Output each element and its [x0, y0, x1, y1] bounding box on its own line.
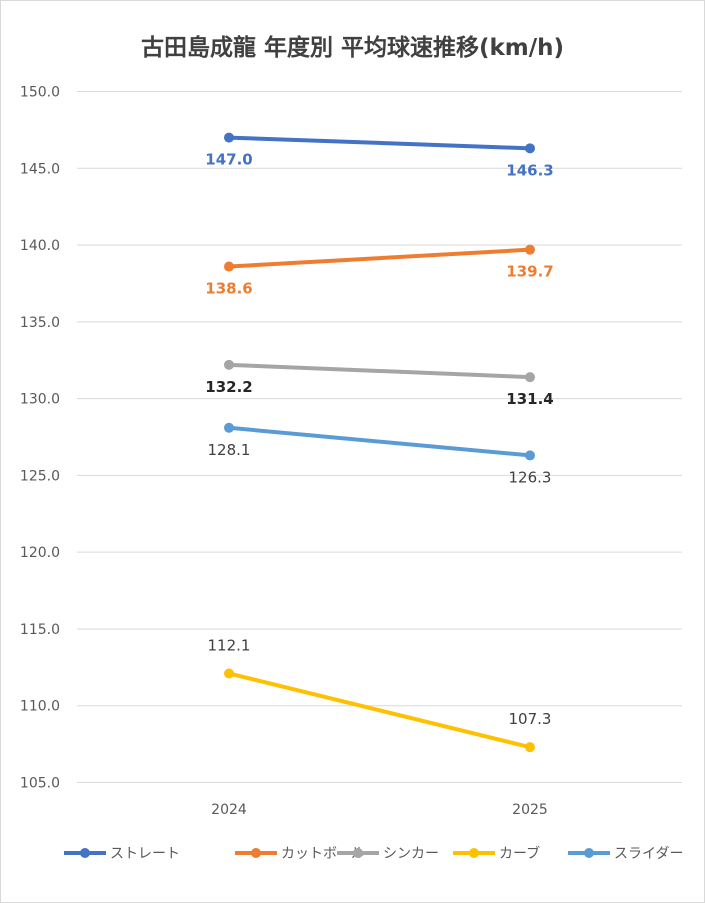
y-tick-label: 140.0 — [20, 238, 60, 254]
y-tick-label: 125.0 — [20, 468, 60, 484]
data-point — [224, 423, 234, 433]
y-axis: 150.0 145.0 140.0 135.0 130.0 125.0 120.0 115.0… — [20, 85, 60, 792]
data-point — [224, 360, 234, 370]
legend-swatch-marker — [251, 848, 261, 858]
line-chart: 150.0 145.0 140.0 135.0 130.0 125.0 120.0 115.0… — [0, 0, 705, 903]
y-tick-label: 145.0 — [20, 161, 60, 177]
data-label: 147.0 — [205, 151, 252, 169]
y-tick-label: 105.0 — [20, 776, 60, 792]
data-point — [224, 133, 234, 143]
x-tick-label: 2024 — [211, 802, 247, 818]
series-group — [224, 133, 535, 753]
data-label: 146.3 — [506, 161, 553, 179]
data-point — [525, 450, 535, 460]
data-point — [525, 742, 535, 752]
data-label: 138.6 — [205, 280, 252, 298]
data-point — [525, 372, 535, 382]
y-tick-label: 130.0 — [20, 392, 60, 408]
legend-swatch-marker — [80, 848, 90, 858]
legend-label: カーブ — [499, 845, 540, 862]
data-label: 128.1 — [208, 441, 251, 459]
series-line — [229, 138, 530, 149]
series-line — [229, 673, 530, 747]
series-line — [229, 428, 530, 456]
legend-label: シンカー — [383, 846, 439, 862]
series-line — [229, 365, 530, 377]
y-tick-label: 110.0 — [20, 699, 60, 715]
data-point — [224, 668, 234, 678]
data-label: 112.1 — [208, 636, 251, 654]
y-tick-label: 120.0 — [20, 545, 60, 561]
data-point — [224, 262, 234, 272]
x-axis: 2024 2025 — [211, 802, 548, 818]
data-label: 139.7 — [506, 263, 553, 281]
legend-label: ストレート — [110, 846, 180, 862]
legend-swatch-marker — [584, 848, 594, 858]
data-label: 107.3 — [509, 710, 552, 728]
data-point — [525, 245, 535, 255]
y-tick-label: 115.0 — [20, 622, 60, 638]
data-label: 131.4 — [506, 390, 553, 408]
y-tick-label: 135.0 — [20, 315, 60, 331]
legend-swatch-marker — [469, 848, 479, 858]
data-labels: 147.0 146.3 138.6 139.7 132.2 131.4 112.1 107.3… — [205, 151, 553, 729]
legend-label: スライダー — [614, 846, 683, 862]
y-tick-label: 150.0 — [20, 85, 60, 101]
series-line — [229, 250, 530, 267]
gridlines — [77, 92, 682, 783]
data-label: 126.3 — [509, 468, 552, 486]
data-label: 132.2 — [205, 378, 252, 396]
x-tick-label: 2025 — [512, 802, 548, 818]
legend-swatch-marker — [353, 848, 363, 858]
data-point — [525, 143, 535, 153]
legend: ストレート カットボール シンカー カーブ スライダー — [64, 845, 683, 862]
